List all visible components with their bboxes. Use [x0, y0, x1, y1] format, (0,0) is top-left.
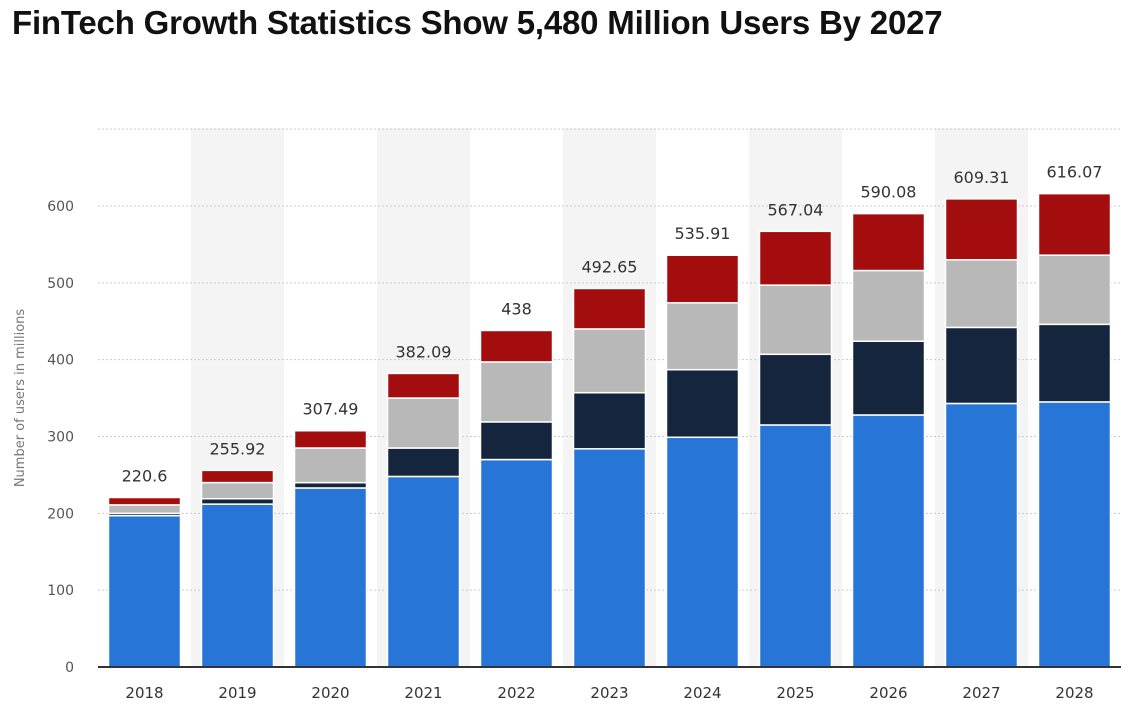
bar-segment-4[interactable]: 2026 segment-4: 74.08	[851, 212, 926, 272]
bar-segment-3[interactable]: 2022 segment-3: 78	[479, 361, 554, 423]
bar-segment-1[interactable]: 2020 segment-1: 233	[293, 487, 368, 668]
y-tick-label: 100	[47, 583, 74, 599]
x-tick-label: 2028	[1055, 684, 1093, 702]
bar-segment-3[interactable]: 2024 segment-3: 87	[665, 302, 740, 371]
bar-total-label: 438	[501, 299, 532, 318]
y-tick-label: 200	[47, 506, 74, 522]
bars: 2018 segment-1: 1972018 segment-2: 32018…	[107, 192, 1112, 668]
bar-total-label: 535.91	[675, 224, 731, 243]
bar-segment-4[interactable]: 2021 segment-4: 32.09	[386, 372, 461, 399]
bar-segment-4[interactable]: 2019 segment-4: 15.92	[200, 469, 275, 484]
y-tick-label: 500	[47, 276, 74, 292]
labels: 0 100 200 300 400 500 600 220.6 2018 255.92 2019 30…	[47, 163, 1102, 702]
bar-segment-1[interactable]: 2028 segment-1: 345	[1037, 401, 1112, 668]
y-tick-label: 400	[47, 353, 74, 369]
bar-segment-1[interactable]: 2022 segment-1: 270	[479, 458, 554, 668]
x-tick-label: 2024	[683, 684, 721, 702]
bar-segment-2[interactable]: 2019 segment-2: 7	[200, 497, 275, 505]
bar-segment-4[interactable]: 2022 segment-4: 41	[479, 329, 554, 363]
x-tick-label: 2027	[962, 684, 1000, 702]
bar-segment-2[interactable]: 2027 segment-2: 99	[944, 326, 1019, 405]
bar-segment-3[interactable]: 2019 segment-3: 21	[200, 481, 275, 500]
bar-segment-1[interactable]: 2027 segment-1: 343	[944, 402, 1019, 668]
x-tick-label: 2022	[497, 684, 535, 702]
bar-segment-2[interactable]: 2026 segment-2: 96	[851, 340, 926, 416]
x-tick-label: 2019	[218, 684, 256, 702]
y-axis-label: Number of users in millions	[13, 309, 28, 488]
x-tick-label: 2025	[776, 684, 814, 702]
y-tick-label: 600	[47, 199, 74, 215]
y-tick-label: 0	[65, 660, 74, 676]
bar-segment-1[interactable]: 2019 segment-1: 212	[200, 503, 275, 668]
bar-segment-2[interactable]: 2028 segment-2: 101	[1037, 323, 1112, 403]
bar-segment-2[interactable]: 2023 segment-2: 73	[572, 391, 647, 450]
bar-segment-1[interactable]: 2026 segment-1: 328	[851, 414, 926, 668]
bar-total-label: 220.6	[122, 467, 168, 486]
bar-segment-1[interactable]: 2025 segment-1: 315	[758, 424, 833, 668]
bar-segment-2[interactable]: 2022 segment-2: 49	[479, 421, 554, 461]
bar-total-label: 307.49	[303, 400, 359, 419]
bar-segment-4[interactable]: 2027 segment-4: 79.31	[944, 198, 1019, 261]
bar-segment-4[interactable]: 2020 segment-4: 22.49	[293, 429, 368, 449]
bar-segment-3[interactable]: 2025 segment-3: 90	[758, 284, 833, 356]
bar-total-label: 492.65	[582, 257, 638, 276]
bar-total-label: 616.07	[1047, 163, 1103, 182]
bar-total-label: 255.92	[210, 439, 266, 458]
bar-segment-2[interactable]: 2025 segment-2: 92	[758, 353, 833, 426]
chart-title: FinTech Growth Statistics Show 5,480 Mil…	[12, 4, 943, 41]
bar-segment-1[interactable]: 2018 segment-1: 197	[107, 514, 182, 668]
x-tick-label: 2018	[125, 684, 163, 702]
x-tick-label: 2021	[404, 684, 442, 702]
bar-segment-3[interactable]: 2028 segment-3: 90	[1037, 254, 1112, 326]
bar-segment-3[interactable]: 2026 segment-3: 92	[851, 269, 926, 342]
bar-segment-3[interactable]: 2020 segment-3: 45	[293, 447, 368, 484]
bar-segment-2[interactable]: 2020 segment-2: 7	[293, 481, 368, 489]
bar-segment-3[interactable]: 2018 segment-3: 11	[107, 504, 182, 515]
bar-segment-3[interactable]: 2027 segment-3: 88	[944, 259, 1019, 329]
x-tick-label: 2023	[590, 684, 628, 702]
bar-segment-4[interactable]: 2024 segment-4: 61.91	[665, 254, 740, 304]
x-tick-label: 2026	[869, 684, 907, 702]
bar-segment-3[interactable]: 2021 segment-3: 65	[386, 397, 461, 449]
bar-segment-1[interactable]: 2021 segment-1: 248	[386, 475, 461, 668]
y-tick-label: 300	[47, 430, 74, 446]
bar-segment-2[interactable]: 2024 segment-2: 88	[665, 368, 740, 439]
bar-segment-1[interactable]: 2023 segment-1: 284	[572, 448, 647, 668]
bar-segment-3[interactable]: 2023 segment-3: 83	[572, 328, 647, 394]
bar-segment-4[interactable]: 2023 segment-4: 52.65	[572, 287, 647, 330]
x-tick-label: 2020	[311, 684, 349, 702]
bar-segment-2[interactable]: 2021 segment-2: 37	[386, 447, 461, 478]
bar-segment-4[interactable]: 2028 segment-4: 80.07	[1037, 192, 1112, 256]
bar-segment-4[interactable]: 2025 segment-4: 70.04	[758, 230, 833, 286]
bar-total-label: 567.04	[768, 200, 824, 219]
bar-total-label: 590.08	[861, 183, 917, 202]
bar-segment-4[interactable]: 2018 segment-4: 9.6	[107, 496, 182, 506]
bar-segment-1[interactable]: 2024 segment-1: 299	[665, 436, 740, 668]
bar-total-label: 382.09	[396, 342, 452, 361]
bar-total-label: 609.31	[954, 168, 1010, 187]
